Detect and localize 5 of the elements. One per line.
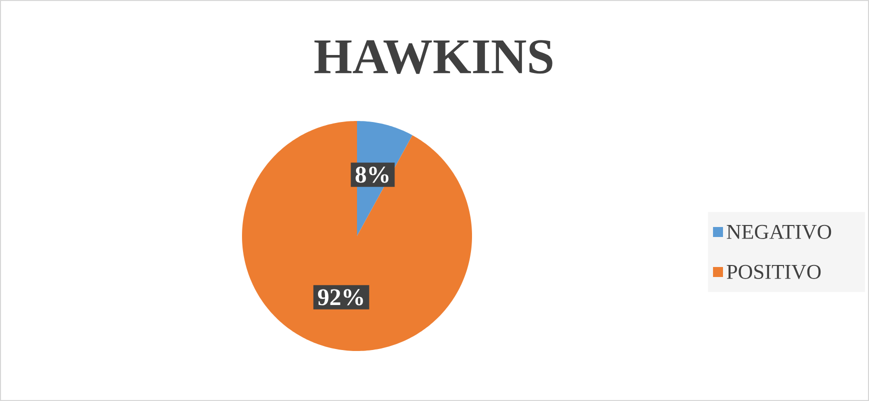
- data-label: 92%: [318, 289, 363, 306]
- legend-label: POSITIVO: [726, 264, 821, 280]
- data-label: 8%: [356, 166, 388, 183]
- legend-label: NEGATIVO: [726, 224, 832, 240]
- chart-title: HAWKINS: [314, 40, 552, 74]
